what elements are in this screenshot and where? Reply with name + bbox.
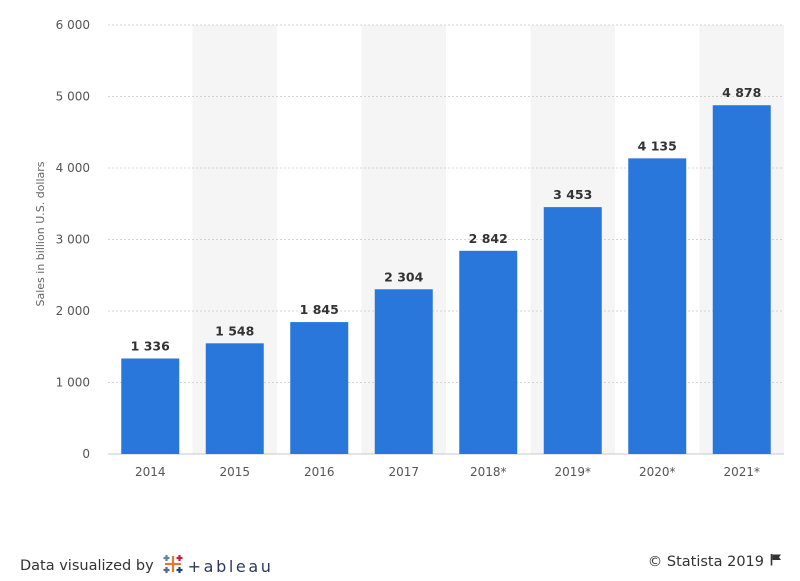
data-label: 4 878 — [722, 85, 761, 100]
tableau-wordmark: +ableau — [187, 556, 274, 576]
x-tick-label: 2021* — [723, 465, 760, 479]
copyright-notice: © Statista 2019 — [648, 553, 782, 570]
x-tick-label: 2015 — [219, 465, 250, 479]
data-label: 4 135 — [638, 138, 677, 153]
bar[interactable] — [628, 158, 687, 454]
data-label: 3 453 — [553, 187, 592, 202]
data-labels: 1 336 1 548 1 845 2 304 2 842 3 453 4 135 4 878 — [131, 85, 762, 353]
data-label: 2 842 — [469, 231, 508, 246]
bar[interactable] — [459, 250, 518, 454]
data-label: 1 845 — [300, 302, 339, 317]
tableau-cross-logo-icon — [162, 553, 184, 579]
x-tick-label: 2014 — [135, 465, 166, 479]
x-tick-label: 2018* — [470, 465, 507, 479]
y-tick-label: 3 000 — [56, 233, 90, 247]
bar[interactable] — [205, 343, 264, 454]
y-tick-label: 0 — [82, 447, 90, 461]
bar[interactable] — [121, 358, 180, 454]
copyright-text: © Statista 2019 — [647, 553, 764, 570]
x-tick-label: 2019* — [554, 465, 591, 479]
x-tick-label: 2016 — [304, 465, 335, 479]
data-label: 1 548 — [215, 323, 254, 338]
bar-chart: 1 336 1 548 1 845 2 304 2 842 3 453 4 135 4 878… — [34, 18, 784, 479]
y-axis-label: Sales in billion U.S. dollars — [34, 161, 47, 306]
bar[interactable] — [543, 207, 602, 454]
bar[interactable] — [290, 322, 349, 454]
x-tick-label: 2020* — [639, 465, 676, 479]
data-visualized-by-text: Data visualized by — [20, 558, 154, 574]
y-tick-label: 5 000 — [56, 90, 90, 104]
bar[interactable] — [712, 105, 771, 455]
y-tick-label: 2 000 — [56, 304, 90, 318]
y-tick-label: 1 000 — [56, 376, 90, 390]
y-tick-label: 6 000 — [56, 18, 90, 32]
y-axis-tick-labels: 0 1 000 2 000 3 000 4 000 5 000 6 000 — [56, 18, 90, 461]
flag-icon[interactable] — [770, 553, 782, 570]
bars — [121, 105, 771, 455]
data-label: 2 304 — [384, 269, 423, 284]
bar[interactable] — [374, 289, 433, 454]
x-axis-tick-labels: 2014 2015 2016 2017 2018* 2019* 2020* 2021* — [135, 465, 760, 479]
y-tick-label: 4 000 — [56, 161, 90, 175]
data-label: 1 336 — [131, 338, 170, 353]
footer-attribution: Data visualized by +ableau — [20, 553, 273, 579]
x-tick-label: 2017 — [388, 465, 419, 479]
